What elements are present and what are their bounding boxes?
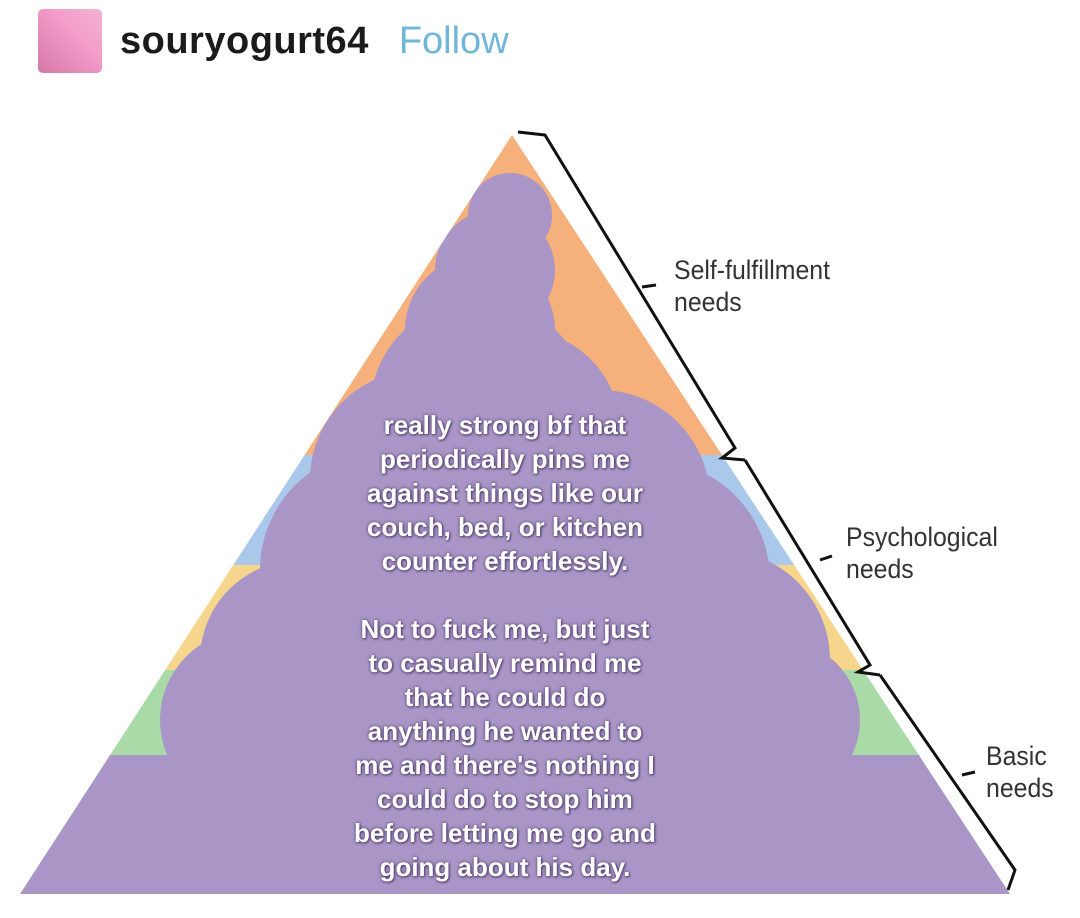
caption-line: really strong bf that — [383, 410, 627, 440]
label-basic: Basic needs — [986, 741, 1054, 803]
bracket-lines — [517, 130, 1017, 891]
caption-line: could do to stop him — [377, 784, 633, 814]
bracket-top — [517, 130, 746, 462]
purple-overlay-blob — [20, 173, 1010, 894]
overlay-caption: really strong bf that periodically pins m… — [305, 408, 705, 918]
caption-line: couch, bed, or kitchen — [367, 512, 643, 542]
avatar[interactable] — [38, 9, 102, 73]
caption-paragraph-2: Not to fuck me, but just to casually remi… — [305, 612, 705, 884]
caption-line: Not to fuck me, but just — [360, 614, 650, 644]
caption-line: periodically pins me — [380, 444, 630, 474]
username[interactable]: souryogurt64 — [120, 19, 369, 62]
caption-line: against things like our — [367, 478, 643, 508]
caption-line: before letting me go and — [354, 818, 656, 848]
caption-line: going about his day. — [379, 852, 631, 882]
label-self-fulfillment: Self-fulfillment needs — [674, 255, 830, 317]
caption-line: counter effortlessly. — [381, 546, 629, 576]
caption-line: that he could do — [404, 682, 606, 712]
label-psychological: Psychological needs — [846, 522, 998, 584]
post-header: souryogurt64 Follow — [38, 8, 509, 74]
pyramid-diagram — [20, 130, 1017, 894]
bracket-bottom — [878, 674, 1017, 891]
caption-line: me and there's nothing I — [355, 750, 655, 780]
follow-button[interactable]: Follow — [398, 19, 509, 62]
caption-line: anything he wanted to — [367, 716, 643, 746]
bracket-middle — [743, 459, 881, 677]
caption-paragraph-1: really strong bf that periodically pins m… — [305, 408, 705, 578]
caption-line: to casually remind me — [368, 648, 642, 678]
